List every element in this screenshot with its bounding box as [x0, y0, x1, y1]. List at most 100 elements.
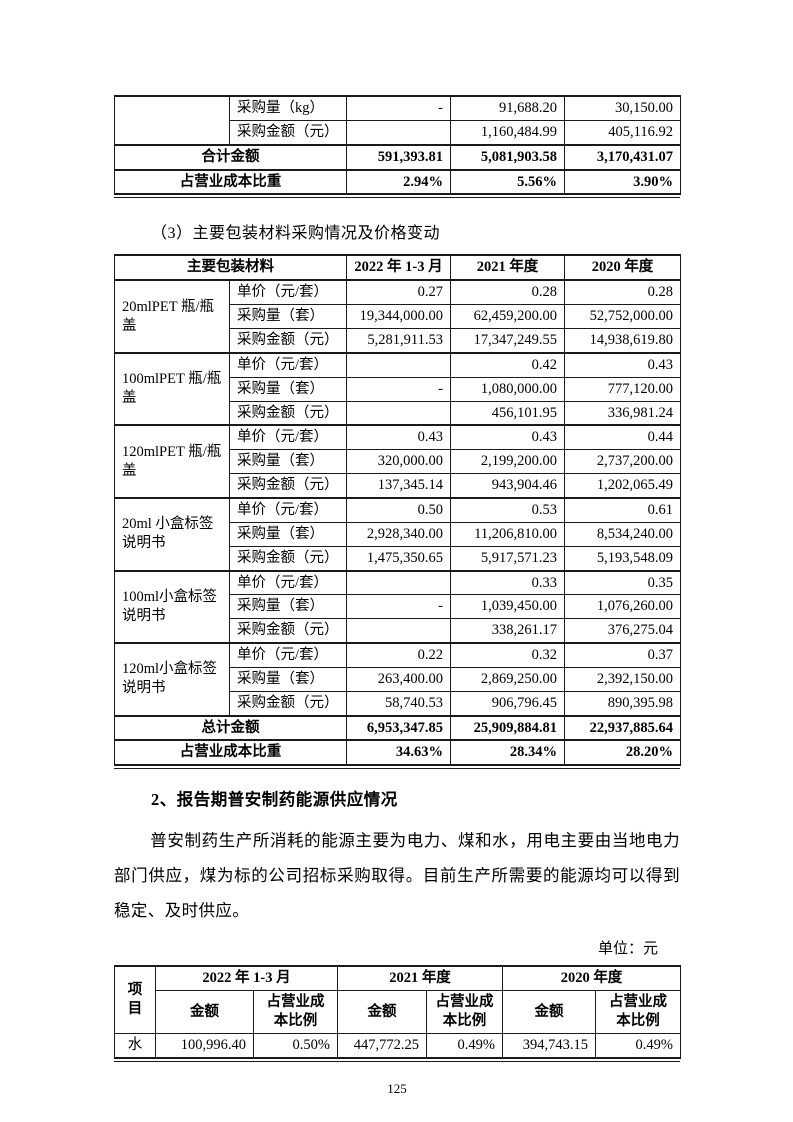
cell-value: 2,392,150.00 [564, 666, 681, 692]
table-row: 100ml小盒标签说明书 单价（元/套） 0.33 0.35 [114, 569, 681, 644]
cell-metric-label: 采购量（套） [229, 304, 347, 330]
table-row: 120mlPET 瓶/瓶盖 单价（元/套） 0.43 0.43 0.44 [114, 424, 681, 499]
subheader-row: 金额 占营业成本比例 金额 占营业成本比例 金额 占营业成本比例 [115, 990, 681, 1034]
cell-value: 1,202,065.49 [564, 473, 681, 499]
cell-metric-label: 采购量（套） [229, 666, 347, 692]
cell-value: 91,688.20 [450, 95, 565, 121]
cell-metric-label: 采购量（套） [229, 376, 347, 402]
cell-value: 405,116.92 [564, 119, 681, 146]
col-header-2021: 2021 年度 [337, 965, 503, 992]
col-header-amount: 金额 [502, 990, 596, 1034]
cell-metric-label: 采购量（套） [229, 449, 347, 475]
cell-metric-label: 采购金额（元） [229, 545, 347, 572]
packaging-table-wrap: 主要包装材料 2022 年 1-3 月 2021 年度 2020 年度 20ml… [114, 254, 681, 770]
cell-total-label: 合计金额 [114, 143, 347, 171]
cell-metric-label: 采购量（套） [229, 521, 347, 547]
cell-value: 320,000.00 [346, 449, 451, 475]
unit-label: 单位：元 [597, 941, 658, 958]
col-header-2020: 2020 年度 [564, 254, 681, 282]
cell-value: 1,076,260.00 [564, 594, 681, 620]
table-row: 采购量（kg） - 91,688.20 30,150.00 [114, 95, 681, 146]
cell-value: 137,345.14 [346, 473, 451, 499]
cell-value: 1,160,484.99 [450, 119, 565, 146]
cell-value: 0.61 [564, 496, 681, 523]
cell-metric-label: 采购金额（元） [229, 690, 347, 717]
cell-value: 2,737,200.00 [564, 449, 681, 475]
col-header-cost-ratio: 占营业成本比例 [595, 990, 681, 1034]
cell-value: 1,080,000.00 [450, 376, 565, 402]
energy-section-heading: 2、报告期普安制药能源供应情况 [151, 790, 398, 810]
cell-total-label: 总计金额 [114, 714, 347, 741]
cell-group-name: 120ml小盒标签说明书 [114, 642, 230, 717]
table-row: 20ml 小盒标签说明书 单价（元/套） 0.50 0.53 0.61 [114, 496, 681, 571]
cell-metric-label: 单价（元/套） [229, 642, 347, 668]
cell-metric-label: 单价（元/套） [229, 351, 347, 378]
cell-value: 17,347,249.55 [450, 328, 565, 354]
cell-value: 14,938,619.80 [564, 328, 681, 354]
cell-group-name: 20mlPET 瓶/瓶盖 [114, 279, 230, 354]
cell-value: 0.53 [450, 496, 565, 523]
cell-value: 34.63% [346, 739, 451, 766]
cell-value: 0.43 [564, 351, 681, 378]
cell-metric-label: 采购金额（元） [229, 328, 347, 354]
cell-value: 336,981.24 [564, 400, 681, 426]
cell-value: 394,743.15 [502, 1032, 596, 1059]
table-row: 采购量（套） - 1,080,000.00 777,120.00 [115, 376, 681, 402]
cell-value: 376,275.04 [564, 618, 681, 644]
table-row: 采购量（套） 2,928,340.00 11,206,810.00 8,534,… [115, 521, 681, 547]
cell-value: 1,475,350.65 [346, 545, 451, 572]
cell-value: 906,796.45 [450, 690, 565, 717]
page-content: 采购量（kg） - 91,688.20 30,150.00 采购金额（元） 1,… [114, 0, 681, 1097]
cell-metric-label: 采购金额（元） [229, 618, 347, 644]
page-number: 125 [387, 1081, 407, 1097]
cell-group-name [114, 95, 230, 146]
cell-value: 58,740.53 [346, 690, 451, 717]
cell-group-name: 100mlPET 瓶/瓶盖 [114, 351, 230, 426]
table-row: 20mlPET 瓶/瓶盖 单价（元/套） 0.27 0.28 0.28 [114, 279, 681, 354]
table-row: 120ml小盒标签说明书 单价（元/套） 0.22 0.32 0.37 [114, 642, 681, 717]
cell-value: 30,150.00 [564, 95, 681, 121]
col-header-2021: 2021 年度 [450, 254, 565, 282]
cell-value: 52,752,000.00 [564, 304, 681, 330]
col-header-2020: 2020 年度 [502, 965, 681, 992]
cell-value: 1,039,450.00 [450, 594, 565, 620]
cell-value: 5.56% [450, 168, 565, 195]
cell-value: 0.42 [450, 351, 565, 378]
cell-value: 6,953,347.85 [346, 714, 451, 741]
cell-value: 0.22 [346, 642, 451, 668]
cell-value: 943,904.46 [450, 473, 565, 499]
cell-value: 28.34% [450, 739, 565, 766]
cell-value: 2,869,250.00 [450, 666, 565, 692]
table-row: 采购金额（元） 1,475,350.65 5,917,571.23 5,193,… [115, 545, 681, 572]
cell-value: 22,937,885.64 [564, 714, 681, 741]
cell-value: 0.32 [450, 642, 565, 668]
cell-value: 8,534,240.00 [564, 521, 681, 547]
packaging-table: 主要包装材料 2022 年 1-3 月 2021 年度 2020 年度 20ml… [114, 254, 681, 767]
cell-value: 5,081,903.58 [450, 143, 565, 171]
col-header-material: 主要包装材料 [114, 254, 347, 282]
cell-metric-label: 单价（元/套） [229, 279, 347, 306]
col-header-cost-ratio: 占营业成本比例 [253, 990, 338, 1034]
cell-item: 水 [114, 1032, 156, 1059]
col-header-2022: 2022 年 1-3 月 [155, 965, 338, 992]
ratio-row: 占营业成本比重 34.63% 28.34% 28.20% [114, 739, 681, 766]
cell-value: 338,261.17 [450, 618, 565, 644]
cell-value: 0.44 [564, 424, 681, 451]
cell-value: 3.90% [564, 168, 681, 195]
cell-value: 11,206,810.00 [450, 521, 565, 547]
cell-value: 25,909,884.81 [450, 714, 565, 741]
table-row: 采购量（套） - 1,039,450.00 1,076,260.00 [115, 594, 681, 620]
cell-value: 2.94% [346, 168, 451, 195]
cell-value: 0.28 [564, 279, 681, 306]
col-header-2022: 2022 年 1-3 月 [346, 254, 451, 282]
cell-metric-label: 单价（元/套） [229, 569, 347, 596]
cell-value [346, 618, 451, 644]
cell-value: 456,101.95 [450, 400, 565, 426]
cell-value: 0.43 [346, 424, 451, 451]
col-header-amount: 金额 [337, 990, 427, 1034]
total-row: 合计金额 591,393.81 5,081,903.58 3,170,431.0… [114, 143, 681, 171]
cell-value: 0.37 [564, 642, 681, 668]
cell-value: - [346, 95, 451, 121]
table-row: 采购量（套） 19,344,000.00 62,459,200.00 52,75… [115, 304, 681, 330]
cell-ratio-label: 占营业成本比重 [114, 739, 347, 766]
